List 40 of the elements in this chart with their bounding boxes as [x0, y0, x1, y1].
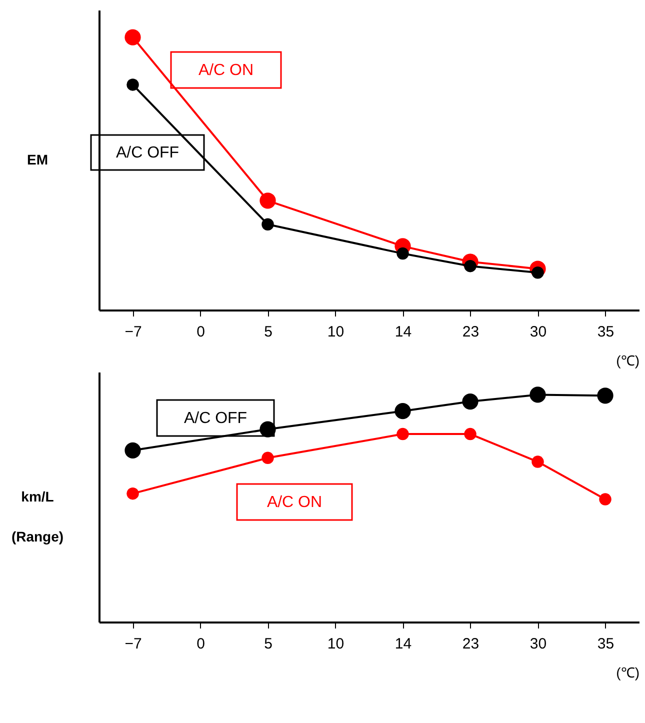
point [260, 192, 276, 209]
point [124, 442, 141, 458]
x-axis-title: (℃) [616, 352, 640, 368]
point [530, 386, 546, 403]
x-tick-label: 0 [196, 324, 205, 340]
point [124, 29, 141, 46]
point [464, 428, 476, 440]
point [462, 394, 478, 410]
x-tick-label: 10 [327, 324, 344, 340]
y-axis-title: EM [27, 152, 48, 168]
x-tick-label: −7 [124, 324, 142, 340]
point [394, 403, 411, 420]
x-tick-label: 10 [327, 636, 344, 652]
x-tick-label: −7 [124, 636, 142, 652]
point [396, 428, 409, 440]
text: km/L (Range) [11, 488, 64, 544]
x-tick-label: 14 [394, 636, 412, 652]
point [532, 456, 544, 468]
x-tick-label: 30 [530, 636, 547, 652]
x-axis-title: (℃) [616, 664, 640, 680]
x-tick-label: 23 [462, 324, 480, 340]
x-tick-label: 35 [597, 636, 614, 652]
series-label: A/C OFF [184, 410, 248, 427]
point [262, 218, 274, 230]
x-tick-label: 5 [264, 324, 272, 340]
point [597, 388, 614, 404]
point [396, 247, 409, 260]
series-label: A/C ON [266, 494, 322, 511]
point [262, 452, 274, 464]
point [599, 493, 612, 506]
x-tick-label: 35 [597, 324, 614, 340]
x-tick-label: 0 [196, 636, 205, 652]
x-tick-label: 30 [530, 324, 547, 340]
point [126, 487, 139, 500]
x-tick-label: 23 [462, 636, 480, 652]
series-label: A/C ON [198, 62, 254, 79]
x-tick-label: 14 [394, 324, 412, 340]
x-tick-label: 5 [264, 636, 272, 652]
series-label: A/C OFF [116, 144, 180, 162]
point [126, 78, 139, 91]
